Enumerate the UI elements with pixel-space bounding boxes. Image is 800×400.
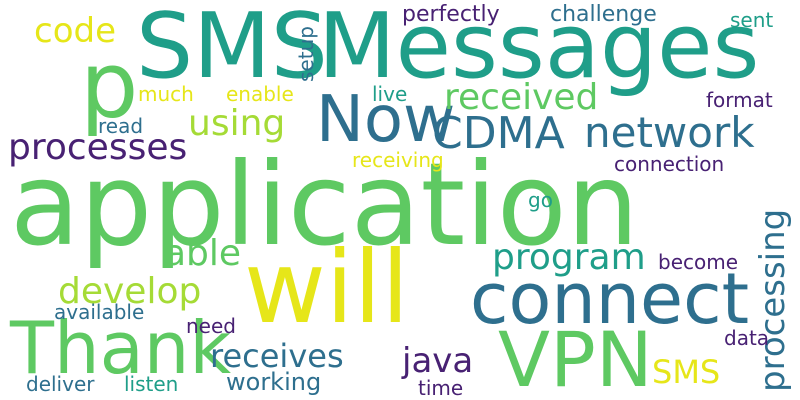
word-working: working xyxy=(226,368,322,396)
word-challenge: challenge xyxy=(550,2,657,27)
word-deliver: deliver xyxy=(26,372,95,396)
word-sms-small: SMS xyxy=(652,353,721,391)
word-processes: processes xyxy=(8,127,188,168)
word-p: p xyxy=(80,32,139,139)
word-available: available xyxy=(54,300,145,324)
word-able: able xyxy=(164,233,242,274)
word-cdma: CDMA xyxy=(432,108,565,159)
word-code: code xyxy=(34,11,116,51)
word-read: read xyxy=(98,114,144,138)
word-perfectly: perfectly xyxy=(402,2,500,27)
word-program: program xyxy=(492,237,646,278)
word-data: data xyxy=(724,326,770,350)
word-setup: setup xyxy=(294,26,318,82)
word-received: received xyxy=(444,77,599,118)
word-will: will xyxy=(244,229,410,346)
word-go: go xyxy=(528,188,553,212)
word-java: java xyxy=(402,341,474,381)
word-listen: listen xyxy=(124,372,179,396)
word-sent: sent xyxy=(730,8,774,32)
word-messages: Messages xyxy=(318,0,760,99)
word-need: need xyxy=(186,314,236,338)
word-develop: develop xyxy=(58,271,202,312)
word-receives: receives xyxy=(210,337,344,375)
word-format: format xyxy=(706,88,773,112)
word-connect: connect xyxy=(470,258,750,340)
word-application: application xyxy=(10,138,639,271)
word-thank: Thank xyxy=(10,306,232,390)
word-vpn: VPN xyxy=(498,315,653,400)
word-network: network xyxy=(584,108,755,157)
word-enable: enable xyxy=(226,82,294,106)
word-using: using xyxy=(188,103,286,144)
word-much: much xyxy=(138,82,194,106)
word-time: time xyxy=(418,376,464,400)
word-processing: processing xyxy=(753,208,793,392)
word-sms-large: SMS xyxy=(136,0,328,99)
word-live: live xyxy=(372,82,408,106)
word-now: Now xyxy=(316,83,456,157)
word-become: become xyxy=(658,250,739,274)
word-receiving: receiving xyxy=(352,148,444,172)
word-connection: connection xyxy=(614,152,725,176)
